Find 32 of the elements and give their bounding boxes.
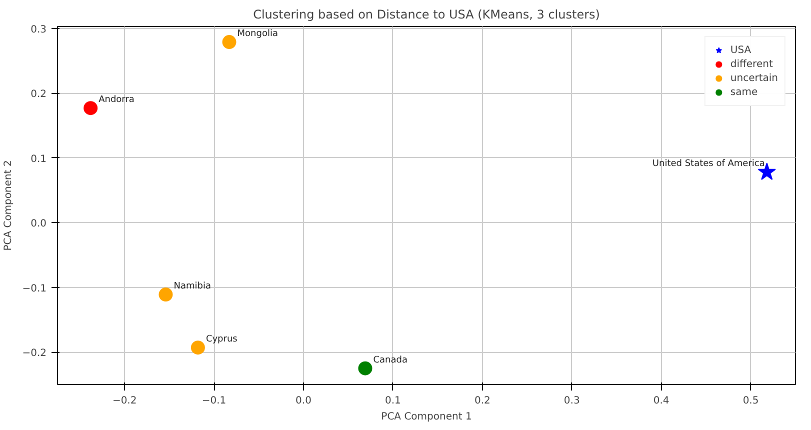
annotation: Namibia (174, 282, 211, 292)
legend-label: different (730, 58, 773, 70)
legend-label: same (730, 86, 758, 98)
x-axis-title: PCA Component 1 (381, 412, 472, 422)
y-tick-label: −0.2 (22, 348, 47, 360)
annotation: Cyprus (206, 334, 238, 345)
y-axis-title: PCA Component 2 (3, 160, 14, 251)
legend-label: USA (730, 44, 752, 56)
point (190, 340, 205, 355)
x-tick-label: 0.1 (385, 396, 401, 406)
x-tick-label: −0.2 (112, 396, 137, 406)
y-tick-label: 0.3 (30, 24, 47, 36)
x-tick-label: −0.1 (202, 396, 226, 406)
point (222, 35, 236, 50)
x-tick-label: 0.2 (474, 396, 490, 406)
x-tick-label: 0.0 (296, 396, 312, 406)
x-tick-label: 0.3 (564, 396, 580, 406)
point (358, 361, 372, 376)
y-tick-label: 0.0 (30, 218, 47, 230)
x-tick-label: 0.5 (742, 396, 759, 406)
y-tick-label: 0.1 (30, 154, 47, 165)
x-tick-label: 0.4 (653, 396, 670, 406)
chart-title: Clustering based on Distance to USA (KMeans, 3 clusters) (253, 8, 600, 22)
annotation: Andorra (98, 95, 134, 106)
y-tick-label: 0.2 (30, 89, 47, 100)
point (84, 101, 98, 116)
y-tick-label: −0.1 (22, 283, 47, 294)
point (158, 288, 173, 302)
annotation: Mongolia (237, 29, 278, 40)
annotation: United States of America (652, 159, 765, 170)
legend-label: uncertain (730, 72, 778, 84)
annotation: Canada (373, 355, 408, 366)
